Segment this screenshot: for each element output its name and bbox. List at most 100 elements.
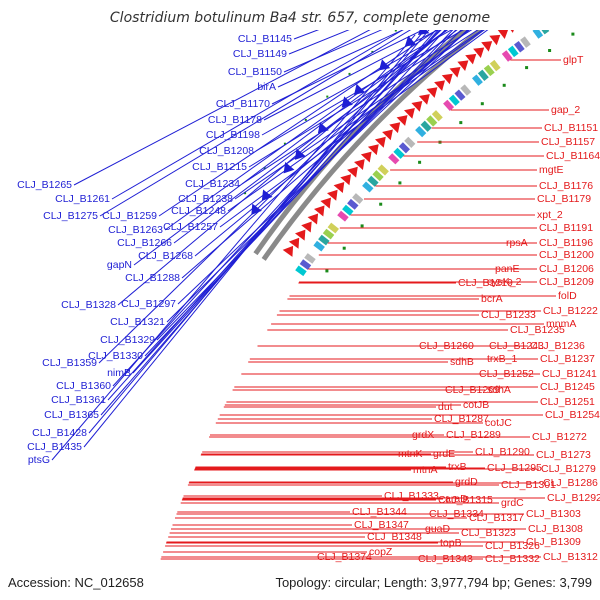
gene-label-left: CLJ_B1198 (206, 129, 260, 141)
feature-box (295, 265, 307, 277)
gene-label-right: CLJ_B1343 (418, 553, 473, 565)
gene-label-right: CLJ_B1206 (539, 263, 594, 275)
left-connector-line (51, 34, 416, 461)
marker-dot (348, 72, 351, 75)
forward-gene-arrow (288, 237, 300, 249)
left-connector-line (194, 0, 507, 257)
gene-label-right: CLJ_B1254 (545, 409, 600, 421)
gene-label-right: araD (445, 493, 468, 505)
marker-dot (283, 142, 286, 145)
forward-genes (282, 0, 556, 257)
gene-label-left: CLJ_B1297 (121, 298, 176, 310)
feature-box (313, 240, 325, 252)
marker-dot (371, 50, 374, 53)
feature-box (342, 204, 354, 216)
left-connector-line (263, 0, 497, 121)
feature-box (507, 45, 519, 58)
marker-dot (263, 167, 266, 170)
gene-label-right: dut (438, 401, 453, 413)
gene-label-right: CLJ_B1243 (489, 340, 544, 352)
feature-box (443, 99, 455, 111)
feature-box (327, 222, 339, 234)
forward-gene-arrow (389, 122, 401, 134)
gene-label-left: CLJ_B1263 (108, 224, 163, 236)
marker-dot (325, 269, 329, 273)
feature-box (377, 164, 389, 176)
gene-label-right: CLJ_B1164 (546, 150, 600, 162)
marker-dot (326, 95, 329, 98)
gene-label-right: CLJ_B1235 (510, 324, 565, 336)
gene-label-left: CLJ_B1266 (117, 237, 172, 249)
gene-label-right: CLJ_B1344 (352, 506, 407, 518)
feature-box (501, 50, 513, 62)
marker-dot (502, 83, 506, 87)
gene-label-right: CLJ_B1269 (445, 384, 500, 396)
feature-box (448, 94, 460, 106)
gene-label-left: ptsG (28, 454, 50, 466)
forward-gene-arrow (481, 41, 493, 52)
forward-gene-arrow (426, 87, 438, 98)
gene-label-right: CLJ_B1312 (543, 551, 598, 563)
forward-gene-arrow (314, 205, 325, 217)
forward-gene-arrow (441, 73, 453, 85)
gene-label-right: CLJ_B1374 (317, 551, 372, 563)
gene-label-right: mtnA (413, 464, 438, 476)
left-connector-line (277, 0, 470, 88)
feature-box (532, 27, 544, 39)
right-labels: glpT gap_2 CLJ_B1151 CLJ_B1157 CLJ_B1164 mgtE… (317, 54, 600, 565)
marker-dot (304, 118, 307, 121)
gene-label-left: CLJ_B1261 (55, 193, 110, 205)
gene-label-right: CLJ_B1151 (544, 122, 598, 134)
gene-label-right: CLJ_B1289 (446, 429, 501, 441)
gene-label-right: CLJ_B1279 (541, 463, 596, 475)
gene-label-right: grdE (433, 448, 455, 460)
gene-label-right: CLJ_B1237 (540, 353, 595, 365)
gene-label-left: nimB (107, 367, 131, 379)
gene-label-right: trxB (448, 461, 467, 473)
gene-label-right: CLJ_B1308 (528, 523, 583, 535)
gene-label-right: CLJ_B1251 (540, 396, 595, 408)
left-connector-line (177, 0, 500, 305)
forward-gene-arrow (367, 144, 379, 156)
gene-label-left: CLJ_B1328 (61, 299, 116, 311)
gene-label-right: CLJ_B1252 (479, 368, 534, 380)
forward-gene-arrow (382, 129, 393, 141)
feature-box (318, 234, 330, 246)
gene-label-left: CLJ_B1330 (88, 350, 143, 362)
gene-label-right: CLJ_B1323 (461, 527, 516, 539)
gene-label-right: CLJ_B1290 (475, 446, 530, 458)
forward-gene-arrow (497, 28, 509, 39)
forward-gene-arrow (327, 189, 338, 201)
gene-label-left: CLJ_B1150 (228, 66, 282, 78)
marker-dot (571, 32, 575, 36)
feature-box (431, 110, 443, 122)
forward-gene-arrow (282, 245, 294, 257)
gene-label-left: CLJ_B1259 (102, 210, 157, 222)
gene-label-right: CLJ_B1222 (543, 305, 598, 317)
feature-box (299, 259, 312, 270)
gene-label-left: CLJ_B1208 (199, 145, 254, 157)
left-connector-line (99, 0, 462, 217)
gene-label-right: CLJ_B1295 (487, 462, 542, 474)
gene-label-right: CLJ_B1260 (419, 340, 474, 352)
marker-dot (525, 66, 529, 70)
gene-label-right: topB (440, 537, 462, 549)
feature-box (367, 175, 379, 187)
summary-text: Topology: circular; Length: 3,977,794 bp… (275, 575, 592, 590)
left-connector-line (271, 0, 485, 105)
gene-label-right: mgtE (539, 164, 564, 176)
forward-gene-arrow (465, 53, 477, 65)
gene-label-left: CLJ_B1359 (42, 357, 97, 369)
gene-label-left: CLJ_B1435 (27, 441, 82, 453)
feature-box (460, 84, 472, 96)
gene-label-right: CLJ_B1334 (429, 508, 484, 520)
feature-box (420, 120, 432, 132)
gene-label-right: folD (558, 290, 577, 302)
gene-label-left: CLJ_B1178 (208, 114, 262, 126)
forward-gene-arrow (404, 108, 415, 119)
feature-box (337, 210, 349, 222)
forward-gene-arrow (301, 221, 312, 233)
feature-box (304, 253, 316, 264)
gene-label-right: panE (495, 263, 520, 275)
